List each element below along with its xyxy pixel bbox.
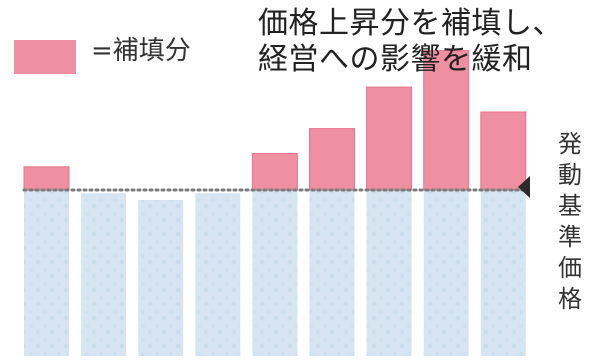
- supplement-bar: [251, 153, 298, 191]
- headline-text: 価格上昇分を補填し、 経営への影響を緩和: [258, 6, 593, 78]
- base-bar: [366, 190, 412, 356]
- supplement-bar: [23, 166, 70, 191]
- base-bar: [24, 190, 69, 356]
- base-bar: [138, 200, 184, 356]
- supplement-bars: [23, 50, 527, 191]
- trigger-price-marker-icon: [518, 176, 530, 198]
- base-bar: [195, 193, 241, 356]
- legend-swatch: [14, 40, 76, 74]
- headline-line-1: 価格上昇分を補填し、: [258, 6, 563, 41]
- supplement-bar: [366, 86, 413, 191]
- trigger-price-label: 発動基準価格: [558, 130, 582, 313]
- legend: [14, 40, 76, 74]
- base-bar: [480, 190, 526, 356]
- base-bar: [423, 190, 469, 356]
- base-bar: [81, 193, 127, 356]
- base-bars: [24, 190, 526, 356]
- headline-line-2: 経営への影響を緩和: [258, 42, 533, 77]
- base-bar: [252, 190, 298, 356]
- supplement-bar: [423, 50, 470, 191]
- supplement-bar: [309, 128, 355, 191]
- legend-label: =補填分: [91, 36, 191, 66]
- base-bar: [309, 190, 355, 356]
